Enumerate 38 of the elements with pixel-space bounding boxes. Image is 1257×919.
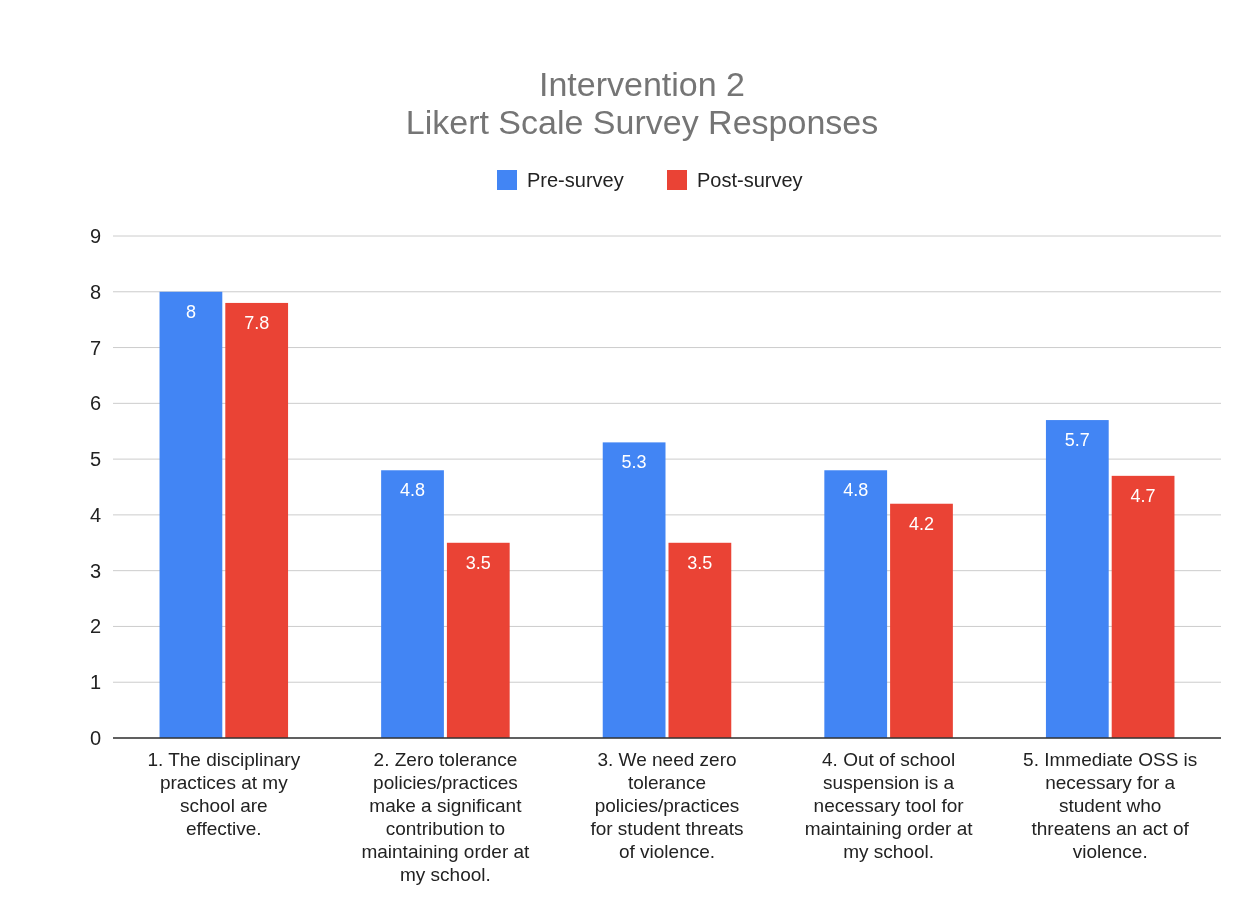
y-tick-label: 3 bbox=[89, 559, 101, 582]
x-tick-label: 5. Immediate OSS is necessary for a student who threatens an act of violence. bbox=[1023, 749, 1198, 862]
data-label: 4.8 bbox=[400, 480, 426, 501]
x-tick-label: 1. The disciplinary practices at my school are effective. bbox=[147, 749, 301, 839]
data-label: 4.2 bbox=[908, 513, 934, 534]
y-tick-label: 6 bbox=[89, 392, 101, 415]
data-label: 4.8 bbox=[843, 480, 869, 501]
y-tick-label: 9 bbox=[89, 225, 101, 247]
data-label: 5.3 bbox=[621, 452, 647, 473]
bar bbox=[602, 442, 666, 738]
legend-label: Post-survey bbox=[697, 169, 803, 191]
y-tick-label: 4 bbox=[89, 503, 101, 526]
bar bbox=[1111, 475, 1175, 738]
data-label: 3.5 bbox=[465, 552, 491, 573]
bar bbox=[381, 470, 444, 738]
chart-title: Intervention 2 Likert Scale Survey Responses bbox=[405, 65, 879, 141]
x-tick-label: 4. Out of school suspension is a necessary tool for maintaining order at my school. bbox=[804, 749, 974, 862]
bar bbox=[890, 503, 953, 738]
bar bbox=[446, 542, 510, 738]
y-tick-label: 0 bbox=[89, 727, 101, 749]
bar bbox=[225, 302, 289, 738]
y-tick-label: 1 bbox=[89, 671, 101, 694]
data-label: 3.5 bbox=[687, 552, 713, 573]
data-label: 7.8 bbox=[244, 312, 270, 333]
y-tick-label: 5 bbox=[89, 448, 101, 471]
x-tick-label: 2. Zero tolerance policies/practices make a significant contribution to maintaining order at my school. bbox=[361, 749, 531, 885]
x-tick-label: 3. We need zero tolerance policies/practices for student threats of violence. bbox=[590, 749, 744, 862]
data-label: 5.7 bbox=[1064, 430, 1090, 451]
legend-label: Pre-survey bbox=[527, 169, 624, 191]
y-tick-label: 8 bbox=[89, 280, 101, 303]
data-label: 4.7 bbox=[1130, 485, 1156, 506]
data-label: 8 bbox=[185, 301, 196, 322]
bar bbox=[668, 542, 732, 738]
bar bbox=[824, 470, 888, 738]
y-tick-label: 2 bbox=[89, 615, 101, 638]
bar bbox=[159, 291, 223, 738]
y-tick-label: 7 bbox=[89, 336, 101, 359]
bar bbox=[1045, 420, 1109, 738]
